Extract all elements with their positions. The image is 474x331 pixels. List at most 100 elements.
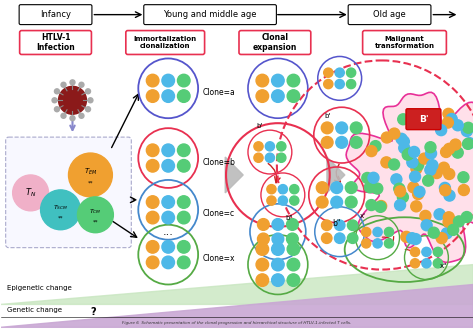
Text: $T_N$: $T_N$ [25, 187, 36, 199]
Circle shape [290, 196, 299, 205]
Circle shape [419, 109, 430, 120]
Circle shape [439, 182, 450, 193]
Circle shape [426, 148, 437, 159]
Circle shape [177, 144, 190, 157]
Circle shape [413, 160, 424, 170]
Text: Genetic change: Genetic change [7, 307, 62, 313]
Circle shape [265, 142, 274, 151]
Text: Malignant
transformation: Malignant transformation [374, 36, 435, 49]
Circle shape [58, 86, 86, 114]
Circle shape [408, 182, 419, 193]
Circle shape [177, 90, 190, 102]
Circle shape [177, 74, 190, 87]
Circle shape [362, 172, 373, 183]
Circle shape [321, 233, 332, 243]
Polygon shape [0, 264, 474, 305]
Circle shape [267, 185, 276, 194]
Text: Clone=b: Clone=b [203, 158, 236, 166]
Circle shape [395, 186, 406, 197]
FancyBboxPatch shape [406, 109, 441, 130]
Text: Young and middle age: Young and middle age [164, 10, 257, 19]
Circle shape [409, 146, 419, 157]
Text: x": x" [439, 262, 447, 268]
Circle shape [177, 241, 190, 253]
Circle shape [287, 274, 300, 286]
Circle shape [458, 172, 469, 183]
Circle shape [454, 216, 465, 227]
Circle shape [69, 153, 112, 197]
Circle shape [452, 120, 463, 131]
Circle shape [370, 141, 381, 152]
Text: b': b' [325, 113, 331, 119]
Circle shape [463, 122, 474, 133]
Circle shape [162, 196, 174, 208]
Circle shape [85, 107, 91, 112]
Circle shape [441, 228, 452, 239]
Circle shape [350, 122, 362, 134]
Polygon shape [346, 92, 474, 262]
Circle shape [401, 231, 412, 242]
Circle shape [287, 243, 300, 255]
Circle shape [257, 218, 269, 230]
Circle shape [162, 241, 174, 253]
Circle shape [77, 197, 113, 233]
Circle shape [425, 165, 436, 175]
Circle shape [346, 79, 356, 89]
Text: Figure 6  Schematic presentation of the clonal progression and hierarchical stru: Figure 6 Schematic presentation of the c… [122, 321, 352, 325]
Circle shape [410, 171, 420, 182]
Circle shape [265, 153, 274, 162]
Circle shape [350, 136, 362, 148]
Circle shape [61, 113, 66, 118]
Circle shape [366, 200, 377, 211]
Circle shape [335, 79, 344, 89]
Circle shape [440, 185, 451, 196]
Circle shape [411, 201, 422, 212]
FancyBboxPatch shape [126, 30, 205, 55]
Circle shape [397, 192, 409, 203]
Text: Clone=a: Clone=a [203, 88, 236, 97]
Circle shape [272, 218, 284, 230]
Circle shape [55, 107, 59, 112]
Text: Clonal
expansion: Clonal expansion [253, 33, 297, 52]
Circle shape [394, 200, 406, 211]
Circle shape [443, 212, 454, 223]
Circle shape [162, 90, 174, 102]
Circle shape [346, 68, 356, 77]
Circle shape [177, 160, 190, 172]
Circle shape [321, 136, 333, 148]
Circle shape [162, 160, 174, 172]
Text: HTLV-1
Infection: HTLV-1 Infection [36, 33, 75, 52]
Circle shape [376, 201, 387, 212]
Circle shape [444, 143, 455, 154]
Circle shape [434, 209, 445, 220]
FancyBboxPatch shape [144, 5, 276, 24]
Circle shape [324, 68, 333, 77]
FancyBboxPatch shape [239, 30, 311, 55]
Circle shape [278, 196, 287, 205]
Circle shape [324, 79, 333, 89]
Circle shape [177, 256, 190, 269]
Circle shape [146, 256, 159, 269]
Circle shape [399, 142, 410, 154]
Circle shape [366, 146, 377, 157]
Circle shape [336, 136, 347, 148]
Text: **: ** [88, 180, 93, 185]
Circle shape [461, 212, 472, 222]
Circle shape [423, 175, 434, 186]
Circle shape [287, 233, 298, 245]
Circle shape [444, 190, 455, 201]
Circle shape [384, 227, 393, 237]
Circle shape [316, 196, 328, 208]
Text: $T_{CM}$: $T_{CM}$ [89, 207, 102, 216]
Circle shape [272, 74, 284, 87]
Polygon shape [327, 157, 345, 193]
Circle shape [407, 233, 418, 244]
Circle shape [272, 274, 284, 286]
Text: b': b' [256, 123, 262, 129]
Circle shape [287, 218, 298, 230]
Circle shape [414, 186, 425, 197]
FancyBboxPatch shape [363, 30, 447, 55]
Text: **: ** [58, 215, 63, 220]
Text: Infancy: Infancy [40, 10, 71, 19]
Text: B': B' [419, 115, 428, 124]
